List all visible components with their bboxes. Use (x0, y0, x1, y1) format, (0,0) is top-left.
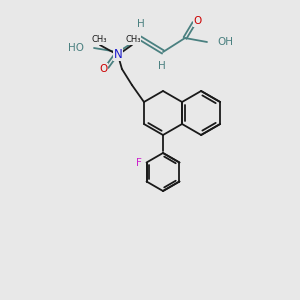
Text: N: N (114, 47, 122, 61)
Text: HO: HO (68, 43, 84, 53)
Text: H: H (158, 61, 166, 71)
Text: H: H (137, 19, 145, 29)
Text: F: F (136, 158, 142, 167)
Text: CH₃: CH₃ (125, 35, 141, 44)
Text: OH: OH (217, 37, 233, 47)
Text: CH₃: CH₃ (91, 35, 107, 44)
Text: O: O (99, 64, 107, 74)
Text: O: O (194, 16, 202, 26)
